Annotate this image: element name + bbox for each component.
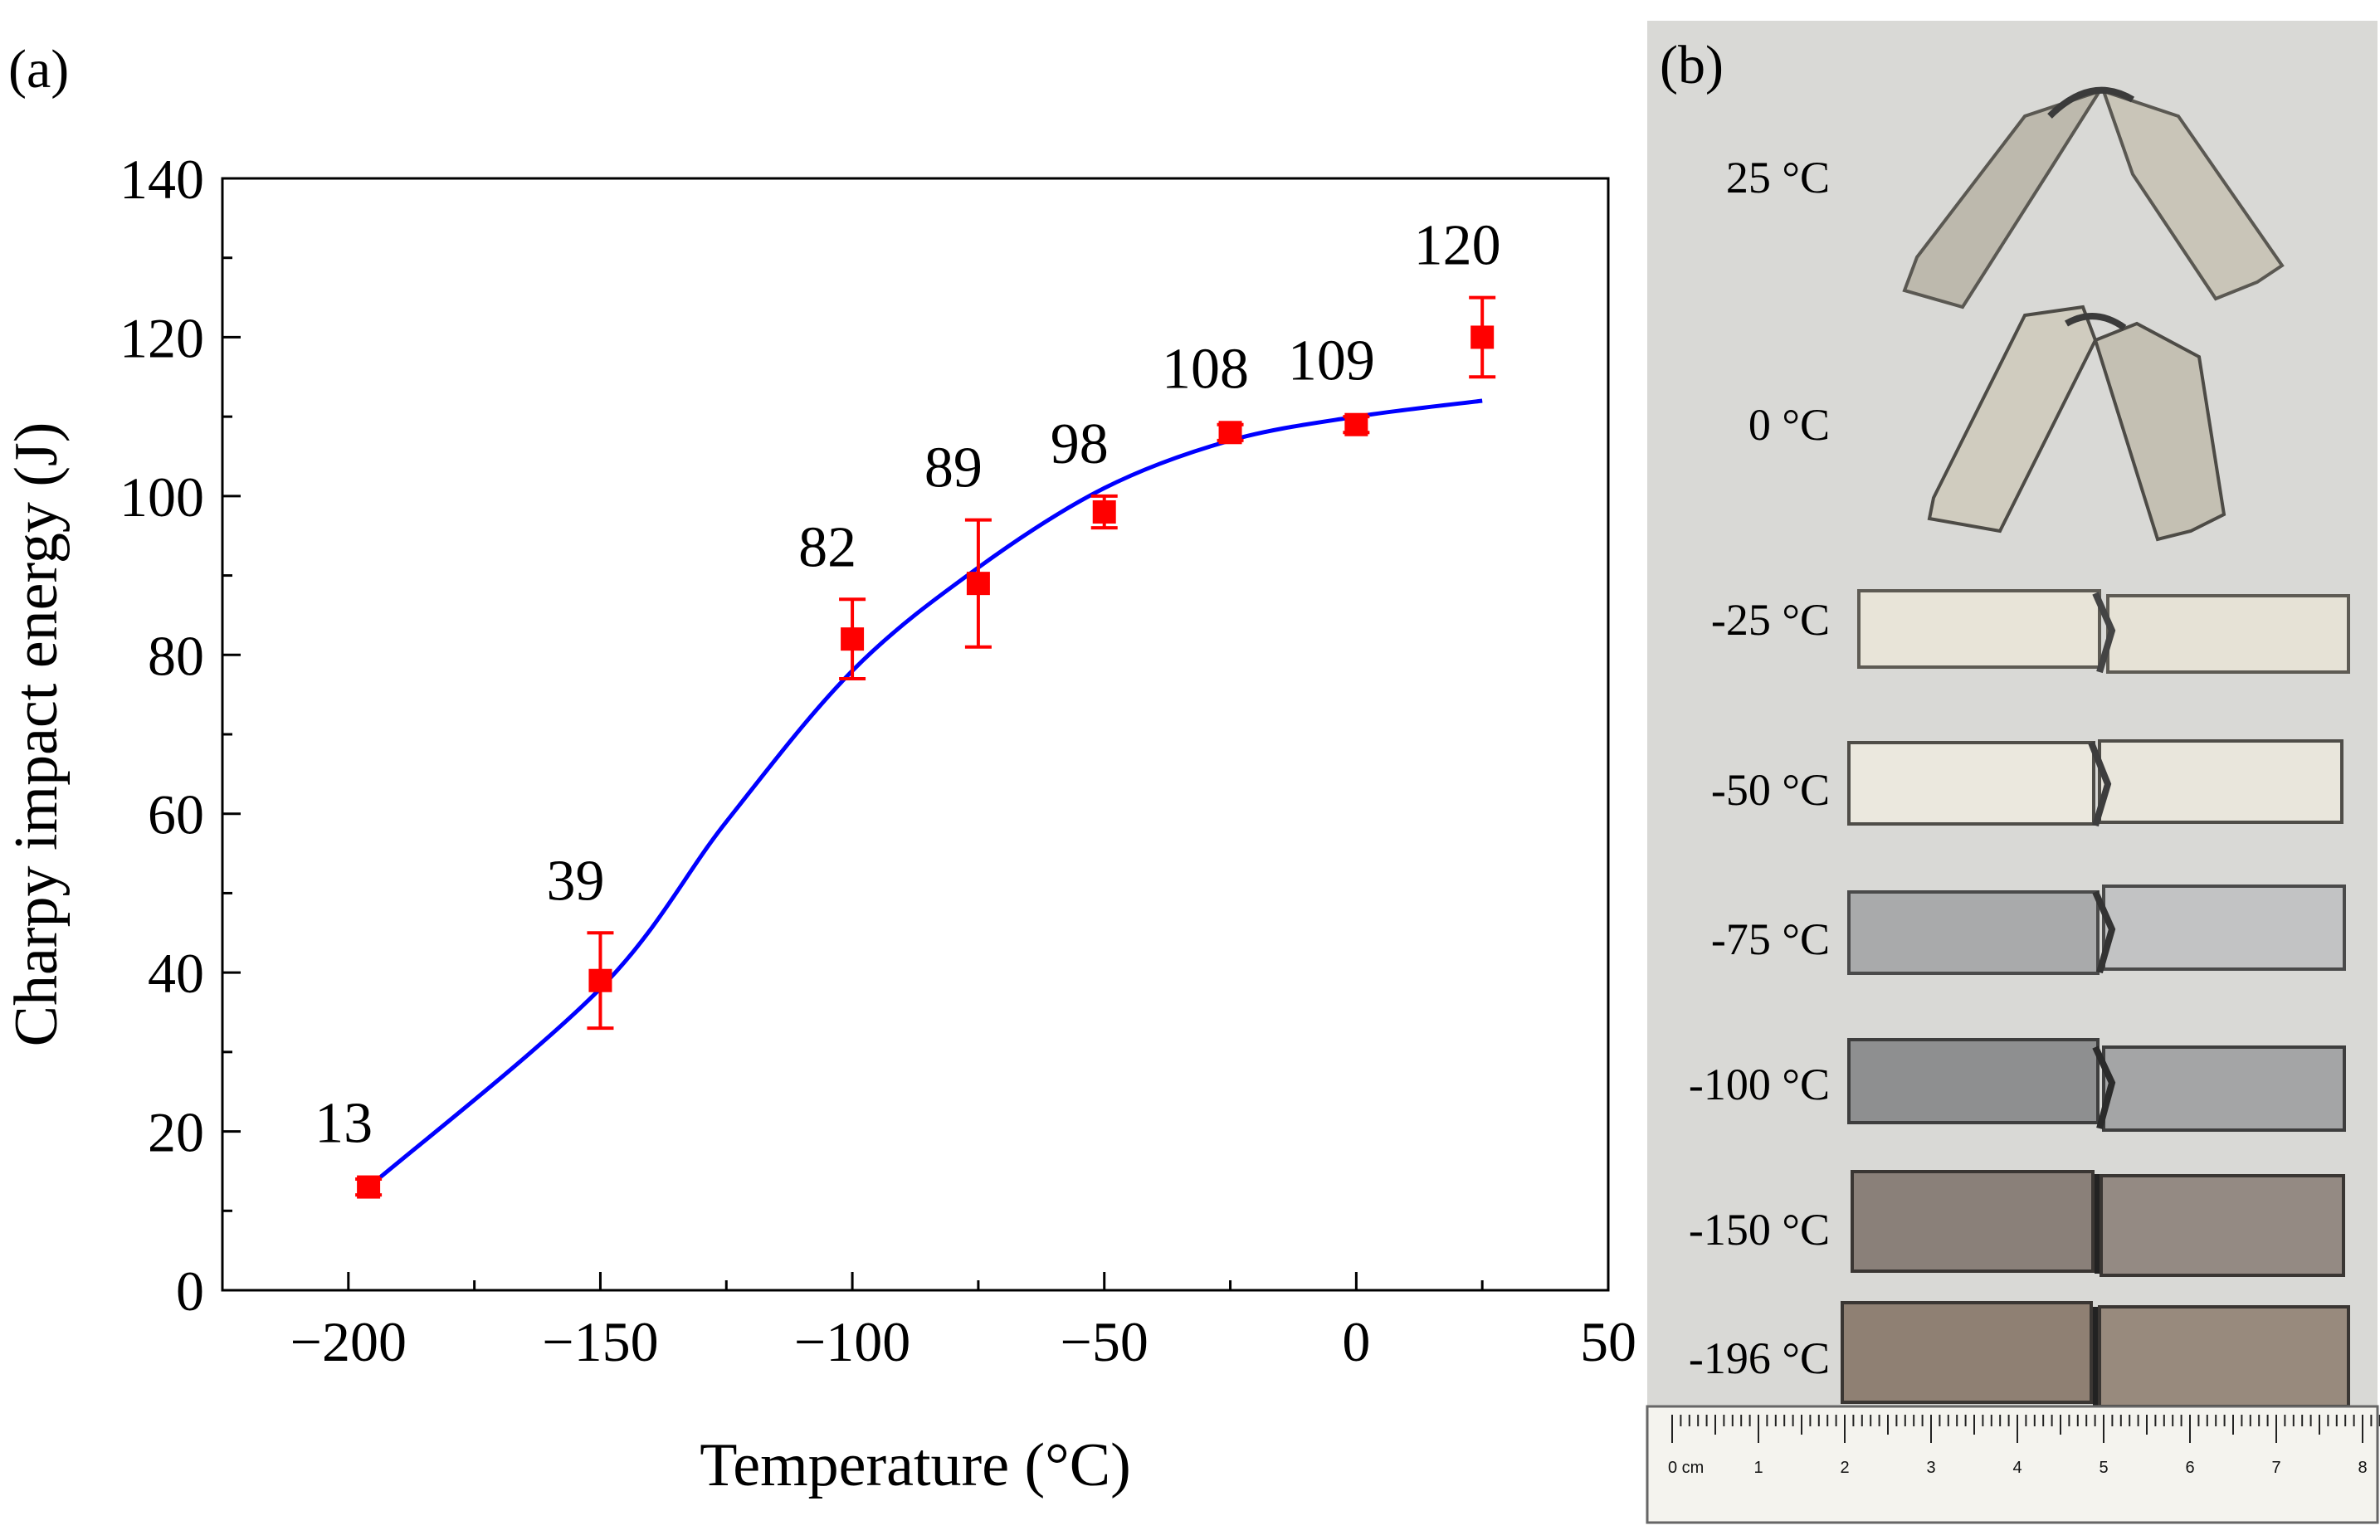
temp-label-minus75: -75 °C	[1711, 914, 1830, 964]
point-marker	[1344, 412, 1368, 436]
x-tick-label: −100	[794, 1310, 910, 1373]
y-tick-label: 140	[119, 148, 204, 211]
specimen-minus100c	[1847, 1038, 2346, 1132]
temp-label-minus196: -196 °C	[1689, 1333, 1830, 1383]
point-marker	[588, 968, 612, 992]
ruler: 1 2 3 4 5 6 7 8 0 cm	[1646, 1405, 2380, 1524]
y-axis: 0 20 40 60 80 100 120 140	[119, 148, 241, 1323]
data-point: 108	[1162, 337, 1249, 445]
data-label: 89	[924, 436, 983, 500]
ruler-number: 1	[1753, 1459, 1763, 1477]
y-tick-label: 100	[119, 465, 204, 529]
data-label: 39	[546, 849, 604, 913]
x-tick-label: −150	[542, 1310, 658, 1373]
panel-a-label: (a)	[8, 39, 69, 100]
data-label: 108	[1162, 337, 1249, 401]
ruler-number: 4	[2012, 1459, 2022, 1477]
specimen-minus75c	[1847, 885, 2346, 975]
data-point: 109	[1288, 329, 1375, 436]
x-tick-label: −50	[1061, 1310, 1149, 1373]
y-tick-label: 0	[176, 1260, 204, 1323]
temp-label-minus150: -150 °C	[1689, 1205, 1830, 1255]
ruler-number: 8	[2358, 1459, 2367, 1477]
point-marker	[1470, 325, 1495, 349]
temp-label-minus100: -100 °C	[1689, 1060, 1830, 1109]
data-point: 89	[924, 436, 992, 649]
data-point: 39	[546, 849, 614, 1031]
specimen-minus196c	[1841, 1301, 2350, 1408]
y-tick-label: 60	[148, 783, 204, 846]
x-tick-label: −200	[290, 1310, 407, 1373]
data-point: 13	[315, 1092, 383, 1199]
ruler-number: 3	[1926, 1459, 1935, 1477]
specimen-minus50c	[1847, 739, 2343, 827]
x-axis-title: Temperature (°C)	[700, 1431, 1131, 1499]
point-marker	[1218, 421, 1242, 445]
ruler-number: 6	[2185, 1459, 2194, 1477]
temp-label-minus50: -50 °C	[1711, 765, 1830, 815]
temp-label-25: 25 °C	[1726, 153, 1830, 202]
ruler-unit: 0 cm	[1668, 1459, 1704, 1477]
point-marker	[966, 572, 990, 596]
y-tick-label: 120	[119, 306, 204, 369]
specimen-minus150c	[1851, 1170, 2345, 1277]
plot-frame	[221, 177, 1610, 1292]
y-tick-label: 80	[148, 624, 204, 687]
data-label: 82	[798, 515, 856, 579]
x-tick-label: 0	[1342, 1310, 1370, 1373]
x-axis: −200 −150 −100 −50 0 50	[290, 1272, 1636, 1373]
data-point: 120	[1414, 214, 1501, 379]
data-label: 98	[1051, 412, 1109, 476]
data-label: 109	[1288, 329, 1375, 393]
specimen-photo: (b)	[1646, 21, 2380, 1524]
fit-curve	[367, 398, 1483, 1189]
temp-label-minus25: -25 °C	[1711, 595, 1830, 645]
data-point: 98	[1051, 412, 1118, 530]
specimen-minus25c	[1857, 589, 2350, 674]
ruler-number: 7	[2271, 1459, 2280, 1477]
specimen-0c	[1927, 305, 2226, 542]
point-marker	[357, 1175, 381, 1199]
x-tick-label: 50	[1580, 1310, 1636, 1373]
data-label: 13	[315, 1092, 373, 1156]
data-label: 120	[1414, 214, 1501, 278]
ruler-number: 5	[2099, 1459, 2108, 1477]
point-marker	[841, 627, 865, 651]
y-tick-label: 20	[148, 1101, 204, 1164]
y-axis-title: Charpy impact energy (J)	[2, 422, 71, 1047]
plot-area: 0 20 40 60 80 100 120 140 −200 −150 −100 −50 0 50 13…	[119, 148, 1636, 1373]
temp-label-0: 0 °C	[1748, 400, 1830, 450]
panel-b-label: (b)	[1660, 35, 1724, 95]
y-tick-label: 40	[148, 942, 204, 1005]
ruler-number: 2	[1840, 1459, 1849, 1477]
data-points: 13 39 82 89 98 108 109 120	[315, 214, 1501, 1199]
point-marker	[1092, 500, 1116, 524]
specimen-25c	[1902, 86, 2285, 309]
data-point: 82	[798, 515, 866, 680]
